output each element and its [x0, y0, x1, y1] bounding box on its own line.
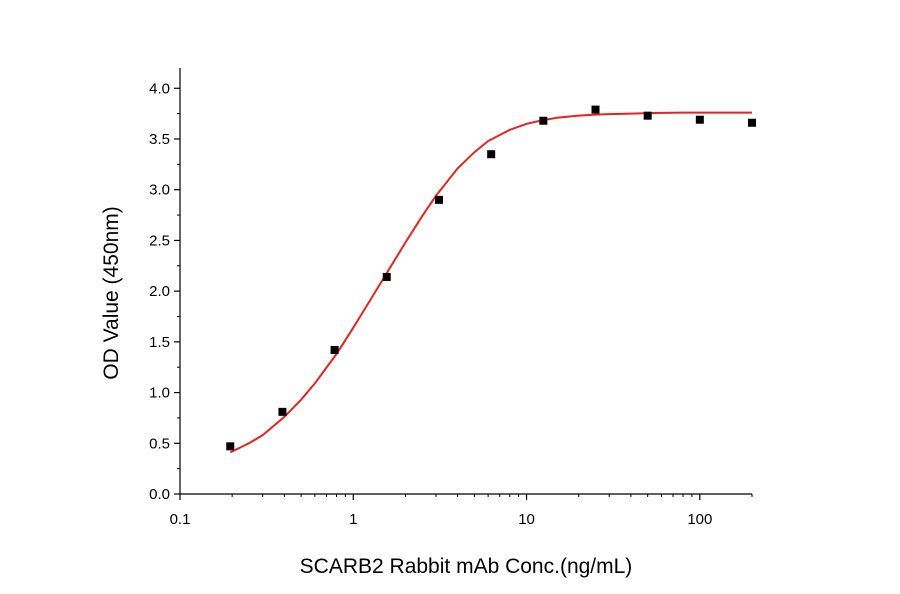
data-point	[695, 115, 704, 124]
data-points	[226, 105, 756, 451]
y-tick-label: 4.0	[149, 80, 170, 97]
data-point	[278, 407, 287, 416]
x-tick-label: 1	[349, 511, 357, 528]
data-point	[591, 105, 600, 114]
y-tick-label: 0.5	[149, 435, 170, 452]
data-point	[382, 272, 391, 281]
y-tick-label: 1.5	[149, 334, 170, 351]
data-point	[539, 116, 548, 125]
y-tick-label: 2.5	[149, 232, 170, 249]
data-point	[487, 150, 496, 159]
data-point	[330, 345, 339, 354]
fit-curve	[229, 111, 752, 454]
x-axis-title: SCARB2 Rabbit mAb Conc.(ng/mL)	[300, 555, 633, 578]
y-tick-label: 0.0	[149, 486, 170, 503]
y-tick-label: 1.0	[149, 385, 170, 402]
x-ticks: 0.1 1 10 100	[170, 494, 753, 528]
axes	[179, 68, 752, 495]
y-tick-label: 2.0	[149, 283, 170, 300]
data-point	[435, 195, 444, 204]
y-axis-title: OD Value (450nm)	[100, 206, 123, 380]
x-tick-label: 100	[687, 511, 712, 528]
y-tick-label: 3.0	[149, 182, 170, 199]
data-point	[748, 118, 756, 127]
x-tick-label: 0.1	[170, 511, 191, 528]
y-ticks: 0.0 0.5 1.0 1.5 2.0 2.5 3.0 3.5 4.0	[149, 80, 180, 503]
data-point	[226, 442, 235, 451]
data-point	[643, 111, 652, 120]
x-tick-label: 10	[518, 511, 535, 528]
y-tick-label: 3.5	[149, 131, 170, 148]
